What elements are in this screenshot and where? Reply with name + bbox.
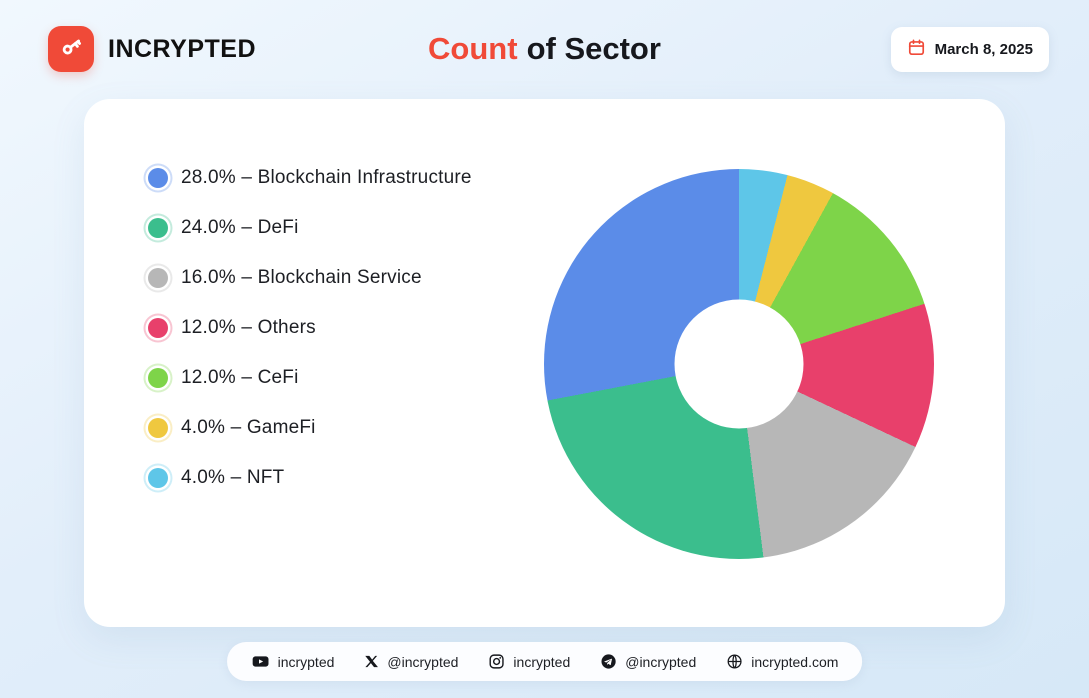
- legend-item: 4.0% – GameFi: [148, 417, 472, 438]
- footer-social-bar: incrypted @incrypted incrypted @incrypte…: [226, 642, 863, 681]
- date-label: March 8, 2025: [934, 41, 1033, 58]
- donut-chart: [544, 169, 934, 559]
- legend-dot: [148, 467, 168, 488]
- legend-label: 28.0% – Blockchain Infrastructure: [181, 166, 472, 188]
- legend-label: 16.0% – Blockchain Service: [181, 266, 422, 288]
- legend-item: 12.0% – CeFi: [148, 367, 472, 388]
- key-icon: [58, 33, 85, 65]
- instagram-icon: [488, 653, 505, 670]
- legend-dot: [148, 167, 168, 188]
- legend-item: 28.0% – Blockchain Infrastructure: [148, 167, 472, 188]
- page-title: Count of Sector: [0, 31, 1089, 67]
- brand: INCRYPTED: [48, 26, 256, 72]
- x-icon: [364, 654, 379, 669]
- footer-link-instagram[interactable]: incrypted: [488, 653, 570, 670]
- calendar-icon: [907, 38, 926, 61]
- legend-dot: [148, 217, 168, 238]
- page-title-rest: of Sector: [526, 31, 661, 66]
- footer-link-website[interactable]: incrypted.com: [726, 653, 838, 670]
- incrypted-logo: [48, 26, 94, 72]
- footer-link-label: incrypted: [513, 653, 571, 670]
- chart-card: 28.0% – Blockchain Infrastructure 24.0% …: [84, 99, 1005, 627]
- legend-item: 24.0% – DeFi: [148, 217, 472, 238]
- legend-item: 16.0% – Blockchain Service: [148, 267, 472, 288]
- donut-hole: [674, 299, 804, 429]
- legend-item: 12.0% – Others: [148, 317, 472, 338]
- footer-link-youtube[interactable]: incrypted: [251, 652, 335, 671]
- legend-dot: [148, 417, 168, 438]
- legend-label: 12.0% – CeFi: [181, 366, 299, 388]
- footer-link-label: @incrypted: [625, 653, 697, 670]
- legend-label: 4.0% – GameFi: [181, 416, 316, 438]
- date-badge: March 8, 2025: [890, 27, 1049, 72]
- chart-legend: 28.0% – Blockchain Infrastructure 24.0% …: [148, 167, 472, 488]
- legend-label: 24.0% – DeFi: [181, 216, 299, 238]
- legend-item: 4.0% – NFT: [148, 467, 472, 488]
- footer-link-x[interactable]: @incrypted: [364, 654, 458, 670]
- legend-dot: [148, 267, 168, 288]
- legend-dot: [148, 367, 168, 388]
- footer-link-label: incrypted: [277, 653, 335, 670]
- footer-link-telegram[interactable]: @incrypted: [600, 653, 696, 670]
- globe-icon: [726, 653, 743, 670]
- footer-link-label: incrypted.com: [751, 653, 839, 670]
- brand-name: INCRYPTED: [108, 34, 257, 63]
- header: INCRYPTED Count of Sector March 8, 2025: [0, 0, 1089, 96]
- legend-label: 12.0% – Others: [181, 316, 316, 338]
- legend-dot: [148, 317, 168, 338]
- footer-link-label: @incrypted: [387, 653, 459, 670]
- page-title-accent: Count: [428, 31, 518, 66]
- telegram-icon: [600, 653, 617, 670]
- youtube-icon: [251, 652, 270, 671]
- donut-chart-wrap: [544, 169, 934, 559]
- legend-label: 4.0% – NFT: [181, 466, 285, 488]
